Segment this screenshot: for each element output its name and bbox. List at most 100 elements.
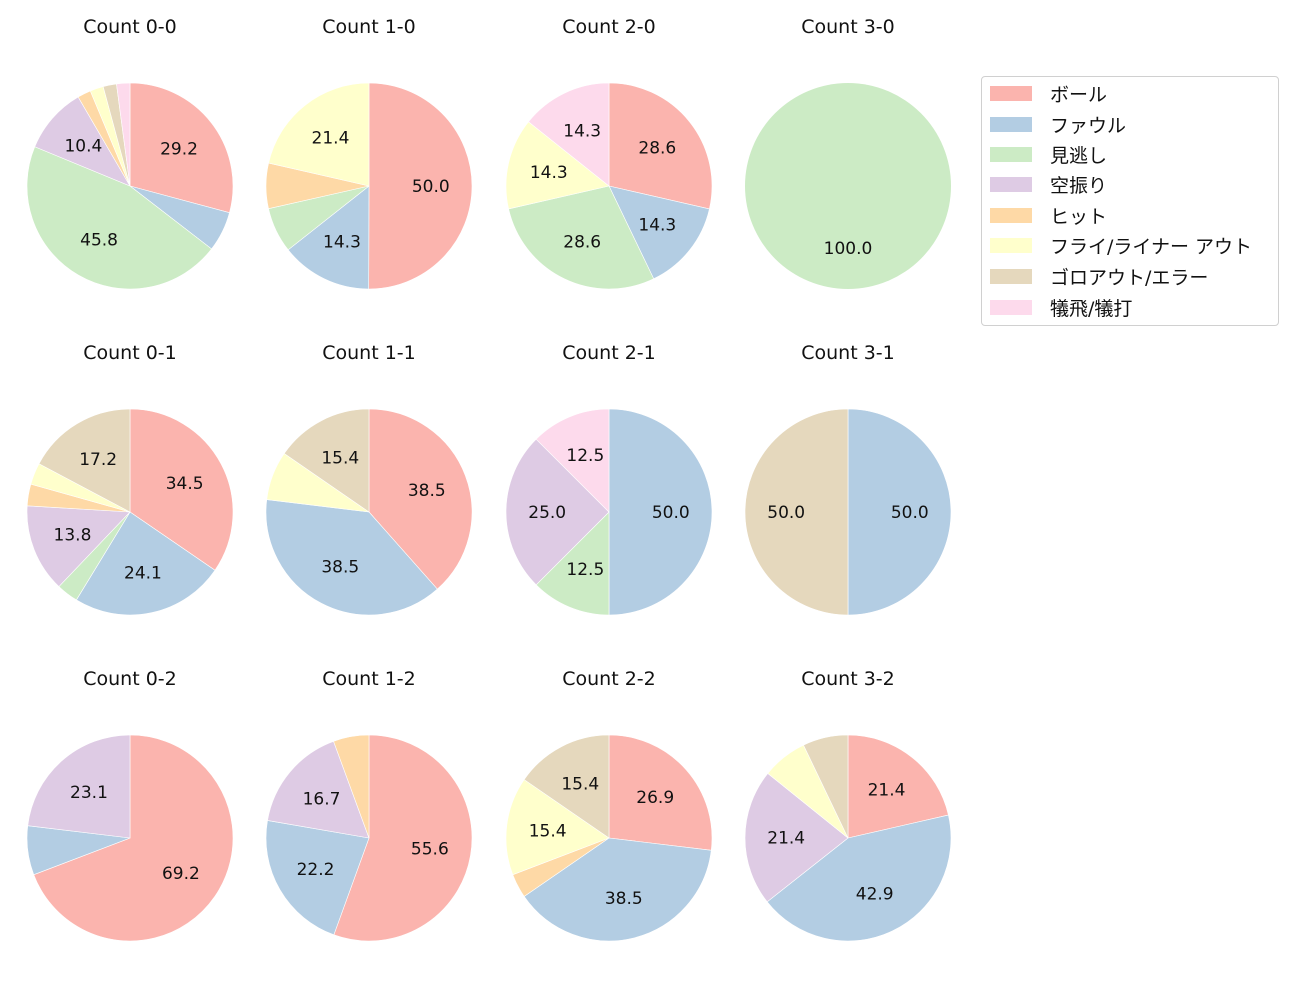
pie-slice [608, 185, 710, 280]
pie-chart-count-0-2: Count 0-2 69.2 23.1 [10, 652, 250, 972]
legend-label: ゴロアウト/エラー [1050, 266, 1209, 289]
legend-label: ボール [1050, 83, 1108, 106]
pie-title: Count 0-0 [83, 16, 177, 38]
slice-label: 12.5 [566, 560, 604, 580]
pie: 38.5 38.5 15.4 [265, 408, 473, 616]
legend-item-ground-out-error: ゴロアウト/エラー [990, 264, 1209, 289]
pie-slice [26, 146, 212, 290]
pie-slice [608, 734, 713, 851]
slice-label: 50.0 [412, 177, 450, 197]
legend: ボール ファウル 見逃し 空振り ヒット フライ/ライナー アウト ゴロアウト/… [981, 76, 1279, 326]
pie-chart-count-2-2: Count 2-2 26.9 38.5 15.4 15.4 [489, 652, 729, 972]
pie-chart-count-2-1: Count 2-1 50.0 12.5 25.0 12.5 [489, 326, 729, 646]
slice-label: 38.5 [605, 889, 643, 909]
pie-slice [267, 740, 370, 839]
legend-item-hit: ヒット [990, 203, 1108, 228]
slice-label: 21.4 [767, 829, 805, 849]
pie-slice [268, 82, 370, 187]
pie-chart-count-1-1: Count 1-1 38.5 38.5 15.4 [249, 326, 489, 646]
pie-slice [505, 779, 610, 876]
pie-title: Count 3-0 [801, 16, 895, 38]
legend-item-foul: ファウル [990, 112, 1126, 137]
slice-label: 45.8 [80, 231, 118, 251]
slice-label: 12.5 [566, 446, 604, 466]
slice-label: 14.3 [323, 233, 361, 253]
slice-label: 13.8 [54, 526, 92, 546]
slice-label: 69.2 [162, 864, 200, 884]
legend-item-fly-liner-out: フライ/ライナー アウト [990, 233, 1253, 258]
pie-slice [745, 83, 951, 289]
pie-slice [535, 511, 610, 616]
slice-label: 15.4 [561, 774, 599, 794]
slice-label: 22.2 [297, 860, 335, 880]
pie-title: Count 2-1 [562, 342, 656, 364]
pie-slice [129, 408, 234, 571]
pie: 50.0 50.0 [744, 408, 952, 616]
pie-slice [333, 734, 473, 942]
pie-chart-count-0-0: Count 0-0 29.2 45.8 10.4 [10, 0, 250, 320]
pie-title: Count 3-1 [801, 342, 895, 364]
pie-slice [847, 408, 952, 616]
pie: 28.6 14.3 28.6 14.3 14.3 [505, 82, 713, 290]
pie-slice [523, 734, 610, 839]
slice-label: 25.0 [528, 503, 566, 523]
slice-label: 17.2 [79, 450, 117, 470]
slice-label: 21.4 [868, 781, 906, 801]
legend-label: ヒット [1050, 205, 1108, 228]
legend-label: フライ/ライナー アウト [1050, 235, 1253, 258]
slice-label: 16.7 [303, 789, 341, 809]
pie-slice [75, 511, 216, 616]
pie-title: Count 2-0 [562, 16, 656, 38]
pie-chart-count-3-2: Count 3-2 21.4 42.9 21.4 [728, 652, 968, 972]
slice-label: 38.5 [408, 481, 446, 501]
pie-slice [608, 408, 713, 616]
slice-label: 34.5 [166, 474, 204, 494]
pie-slice [27, 734, 131, 839]
pie-slice [528, 82, 610, 187]
slice-label: 28.6 [638, 138, 676, 158]
pie: 21.4 42.9 21.4 [744, 734, 952, 942]
pie-chart-count-1-2: Count 1-2 55.6 22.2 16.7 [249, 652, 489, 972]
legend-item-swinging-strike: 空振り [990, 172, 1108, 197]
pie-slice [608, 82, 713, 210]
pie: 50.0 12.5 25.0 12.5 [505, 408, 713, 616]
pie-slice [38, 408, 131, 513]
pie-slice [368, 408, 473, 590]
legend-item-called-strike: 見逃し [990, 142, 1108, 167]
pie: 69.2 23.1 [26, 734, 234, 942]
pie-slice [744, 408, 849, 616]
pie-slice [116, 82, 131, 187]
legend-swatch [990, 207, 1032, 223]
pie-slice [368, 82, 473, 290]
pie-title: Count 1-0 [322, 16, 416, 38]
pie-title: Count 0-1 [83, 342, 177, 364]
slice-label: 15.4 [321, 448, 359, 468]
pie-slice [33, 734, 234, 942]
pie-title: Count 0-2 [83, 668, 177, 690]
slice-label: 55.6 [411, 840, 449, 860]
pie-slice [803, 734, 849, 839]
pie-slice [508, 185, 655, 290]
pie: 55.6 22.2 16.7 [265, 734, 473, 942]
legend-swatch [990, 268, 1032, 284]
legend-label: 見逃し [1050, 144, 1108, 167]
legend-swatch [990, 176, 1032, 192]
pie-slice [505, 438, 610, 586]
slice-label: 24.1 [124, 563, 162, 583]
legend-swatch [990, 116, 1032, 132]
pie-slice [129, 82, 234, 214]
pie-slice [283, 408, 370, 513]
slice-label: 28.6 [563, 233, 601, 253]
legend-label: 空振り [1050, 174, 1108, 197]
legend-swatch [990, 85, 1032, 101]
pie: 26.9 38.5 15.4 15.4 [505, 734, 713, 942]
pie: 100.0 [745, 83, 951, 289]
pie-chart-count-3-0: Count 3-0 100.0 [728, 0, 968, 320]
pie-chart-count-2-0: Count 2-0 28.6 14.3 28.6 14.3 14.3 [489, 0, 729, 320]
pie: 29.2 45.8 10.4 [26, 82, 234, 290]
pie-title: Count 2-2 [562, 668, 656, 690]
slice-label: 14.3 [563, 121, 601, 141]
pie-slice [287, 185, 370, 290]
pie-chart-count-3-1: Count 3-1 50.0 50.0 [728, 326, 968, 646]
pie-title: Count 3-2 [801, 668, 895, 690]
